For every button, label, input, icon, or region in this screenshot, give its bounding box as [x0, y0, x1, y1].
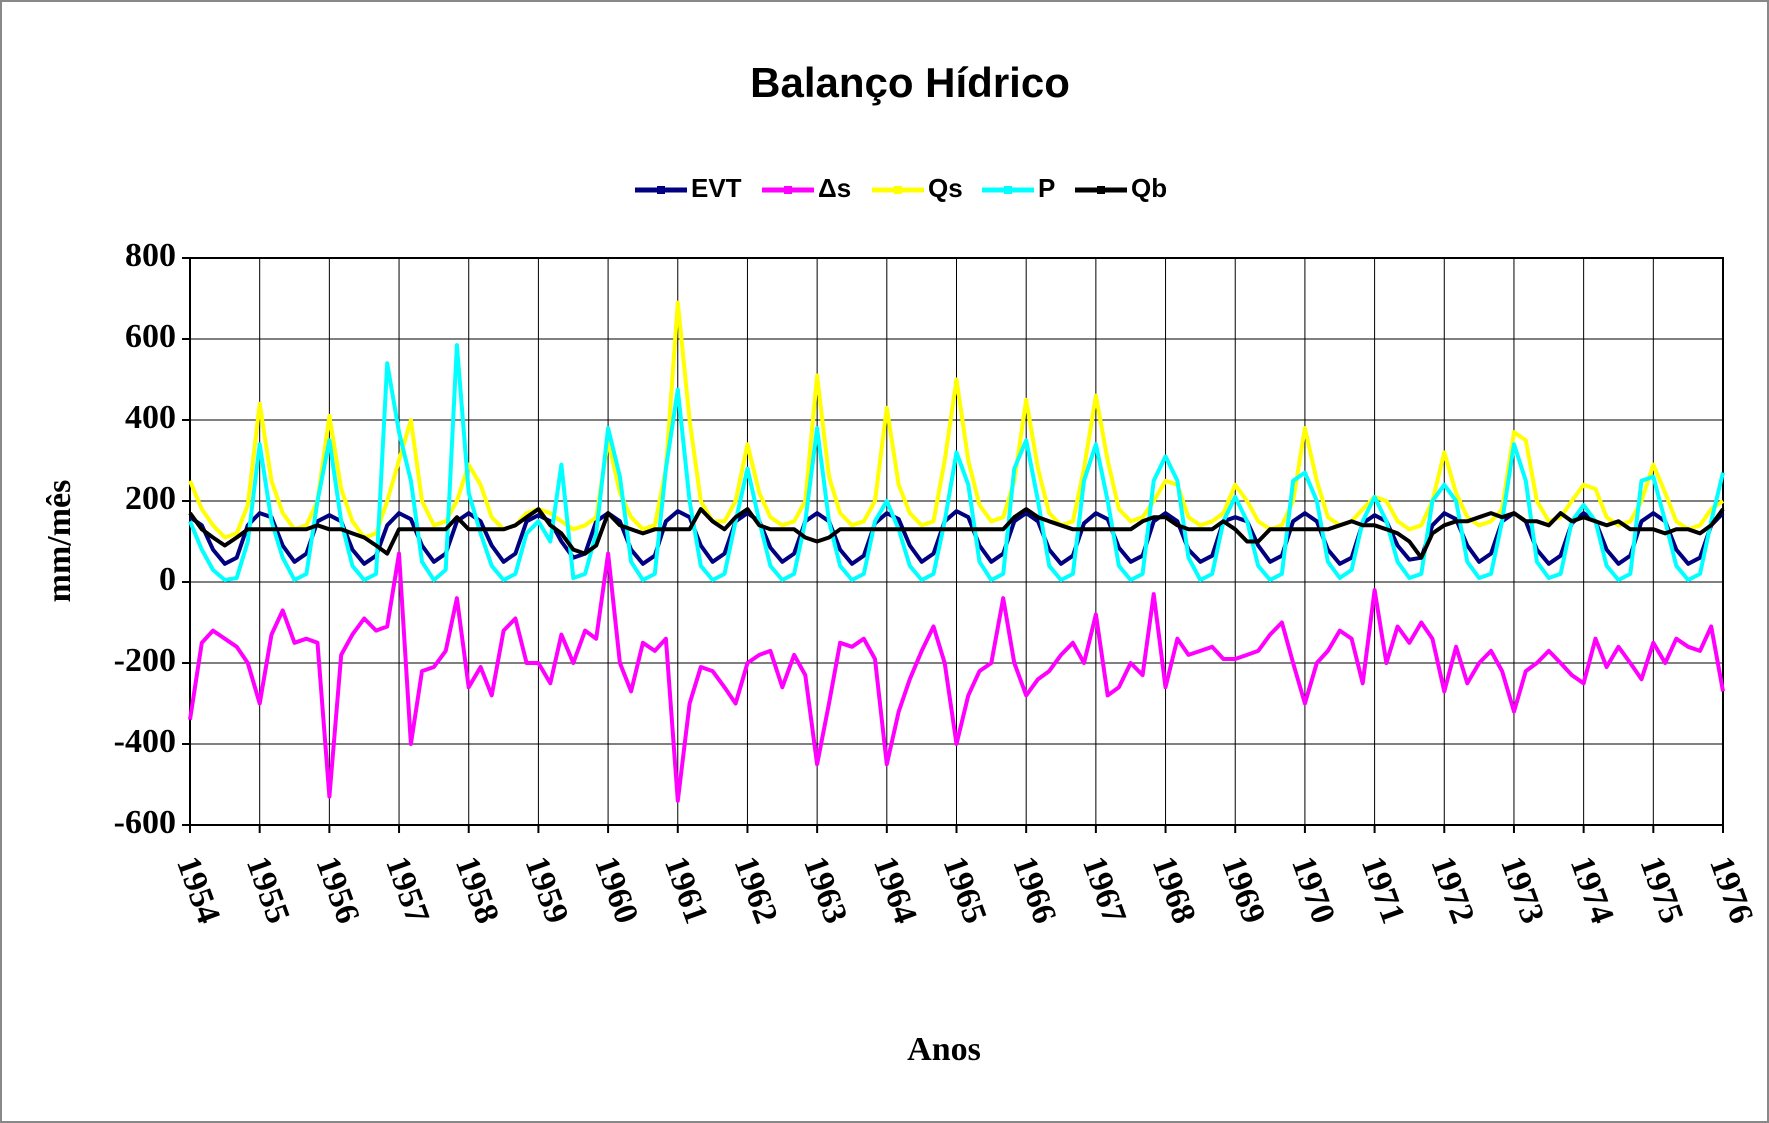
legend-label: EVT — [691, 173, 742, 203]
y-tick-label: 600 — [125, 318, 176, 355]
y-tick-label: 0 — [159, 561, 176, 598]
legend-label: P — [1038, 173, 1055, 203]
chart-title: Balanço Hídrico — [750, 59, 1070, 106]
plot-frame — [189, 257, 1724, 826]
y-axis-title: mm/mês — [41, 480, 78, 603]
legend-label: Δs — [818, 173, 851, 203]
legend-marker — [1004, 186, 1012, 194]
x-axis-title: Anos — [907, 1031, 981, 1068]
y-tick-label: 400 — [125, 399, 176, 436]
y-tick-label: -400 — [114, 723, 176, 760]
y-tick-label: 200 — [125, 480, 176, 517]
series-line — [188, 507, 1725, 560]
y-tick-label: -200 — [114, 642, 176, 679]
series-line — [188, 300, 1725, 540]
y-tick-label: 800 — [125, 237, 176, 274]
y-tick-label: -600 — [114, 804, 176, 841]
legend-marker — [894, 186, 902, 194]
legend-marker — [1097, 186, 1105, 194]
series-line — [188, 343, 1725, 582]
series-line — [188, 551, 1725, 803]
legend-marker — [657, 186, 665, 194]
legend-label: Qs — [928, 173, 963, 203]
legend-label: Qb — [1131, 173, 1167, 203]
legend-marker — [784, 186, 792, 194]
